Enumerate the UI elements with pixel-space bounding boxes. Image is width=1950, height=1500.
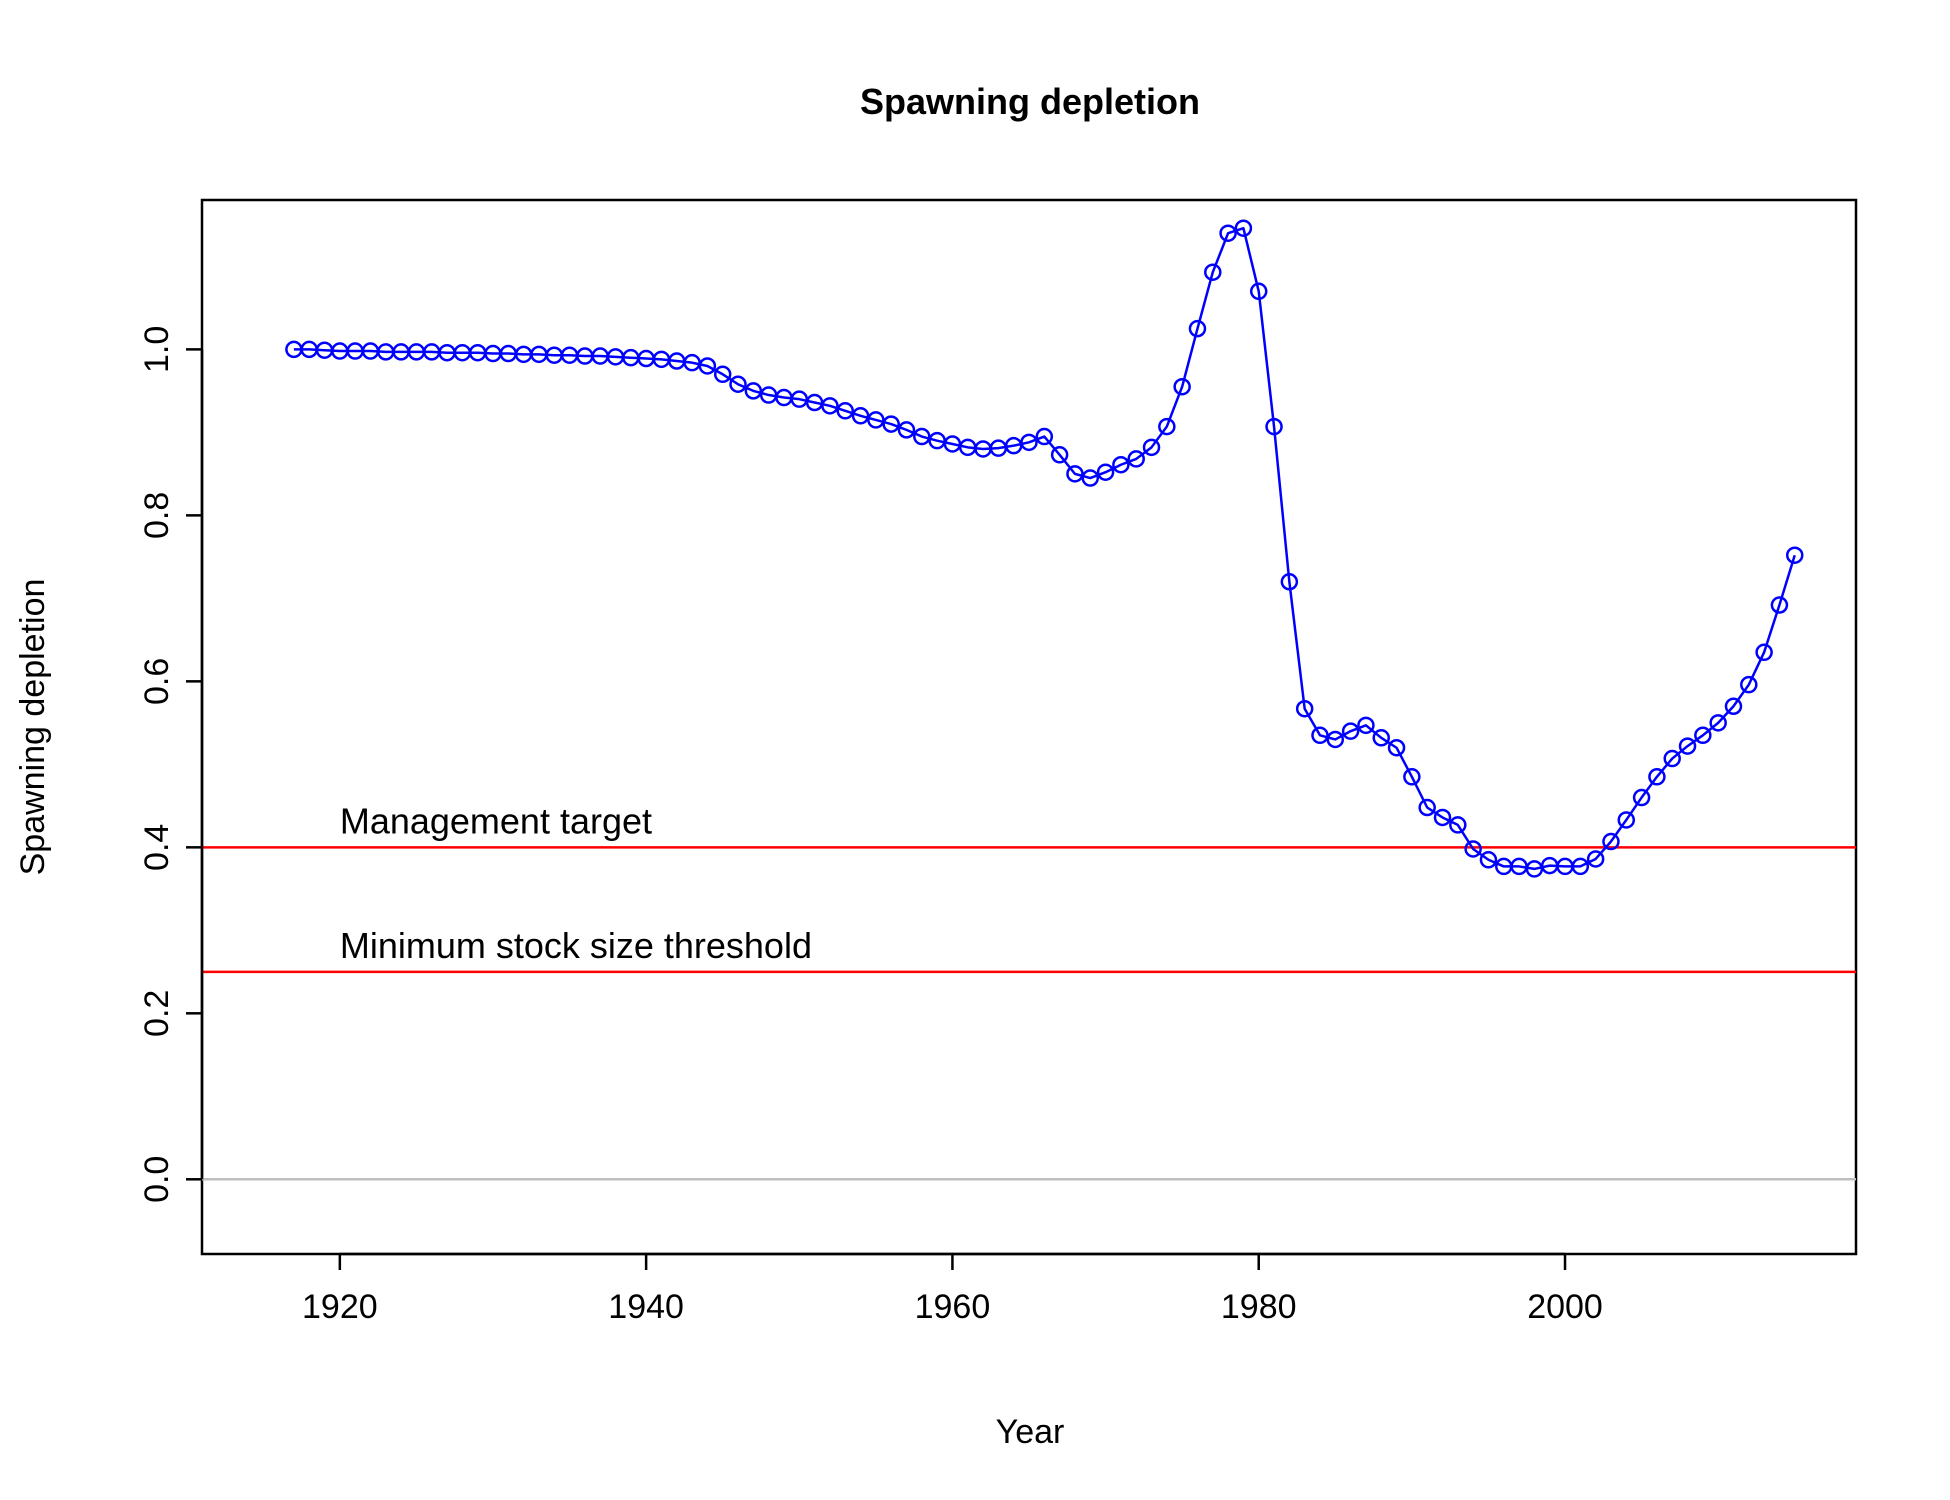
chart-title: Spawning depletion — [860, 81, 1200, 122]
data-point — [1127, 450, 1145, 468]
reference-line-label-1: Minimum stock size threshold — [340, 925, 812, 966]
data-point — [713, 365, 732, 384]
data-point — [1663, 749, 1681, 768]
data-point — [1648, 768, 1666, 786]
data-point — [1709, 714, 1727, 732]
data-point — [698, 357, 717, 375]
data-point — [821, 397, 839, 415]
data-point — [1142, 438, 1161, 457]
data-point — [1204, 263, 1222, 281]
data-point — [1617, 811, 1636, 829]
data-point — [836, 402, 854, 420]
data-point — [1265, 417, 1283, 436]
data-point — [1694, 726, 1712, 745]
data-point — [1571, 857, 1590, 876]
reference-line-label-0: Management target — [340, 800, 652, 841]
data-point — [1311, 726, 1329, 745]
data-point — [1249, 282, 1268, 301]
y-tick-label: 0.0 — [138, 1156, 176, 1203]
series-layer — [285, 219, 1804, 878]
data-point — [1357, 716, 1375, 735]
plot-frame — [200, 198, 1858, 1256]
data-point — [1724, 697, 1743, 716]
data-point — [1632, 788, 1651, 807]
y-tick-label: 0.4 — [138, 824, 176, 871]
y-axis: 0.0 0.2 0.4 0.6 0.8 1.0 — [138, 326, 204, 1203]
data-point — [744, 382, 763, 400]
data-point — [1158, 417, 1176, 436]
data-point — [882, 415, 900, 433]
data-point — [1418, 798, 1436, 817]
data-point — [1464, 840, 1482, 858]
data-point — [1295, 699, 1314, 718]
data-point — [1403, 768, 1421, 786]
y-tick-label: 0.2 — [138, 990, 176, 1037]
data-point — [1678, 737, 1697, 755]
x-axis: 1920 1940 1960 1980 2000 — [302, 1252, 1603, 1326]
data-point — [729, 375, 747, 393]
x-axis-label: Year — [996, 1413, 1065, 1451]
reference-lines: Management target Minimum stock size thre… — [202, 800, 1856, 1181]
data-point — [1372, 729, 1390, 747]
y-tick-label: 0.6 — [138, 658, 176, 705]
data-point — [1586, 850, 1605, 868]
y-tick-label: 1.0 — [138, 326, 176, 373]
data-point — [1219, 224, 1237, 242]
data-point — [913, 427, 931, 446]
data-point — [1740, 675, 1758, 694]
data-point — [1188, 319, 1207, 338]
data-point — [1602, 832, 1620, 851]
data-point — [1341, 722, 1360, 740]
data-point — [1479, 851, 1498, 869]
data-point — [1785, 546, 1804, 564]
data-point — [1280, 573, 1299, 591]
data-point — [1433, 808, 1452, 827]
x-tick-label: 1960 — [915, 1288, 991, 1326]
x-tick-label: 1940 — [608, 1288, 684, 1326]
data-point — [1326, 730, 1345, 749]
x-tick-label: 2000 — [1527, 1288, 1603, 1326]
data-point — [867, 411, 885, 429]
x-tick-label: 1920 — [302, 1288, 378, 1326]
data-point — [1096, 463, 1115, 481]
data-point — [1020, 433, 1038, 452]
data-point — [1050, 446, 1069, 464]
series-line-0 — [293, 226, 1796, 871]
data-point — [851, 407, 870, 425]
data-point — [1234, 219, 1253, 237]
data-point — [1387, 738, 1406, 757]
data-point — [1449, 816, 1467, 834]
data-point — [1081, 469, 1100, 487]
data-point — [897, 421, 916, 439]
y-tick-label: 0.8 — [138, 492, 176, 539]
y-axis-label: Spawning depletion — [14, 579, 52, 876]
data-point — [1770, 596, 1789, 614]
data-point — [1066, 465, 1084, 483]
data-point — [1173, 377, 1191, 396]
x-tick-label: 1980 — [1221, 1288, 1297, 1326]
data-point — [1112, 455, 1130, 474]
data-point — [1035, 427, 1054, 446]
data-point — [1755, 643, 1773, 662]
